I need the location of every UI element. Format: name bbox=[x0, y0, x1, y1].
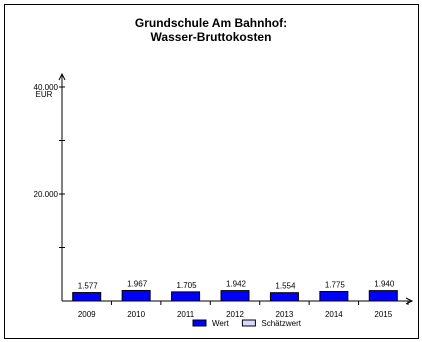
axes: 40.000 20.000 2009 2010 2011 2012 2013 2014 2015 bbox=[34, 72, 414, 319]
bar bbox=[171, 291, 201, 302]
bar-value-label: 1.967 bbox=[127, 279, 148, 288]
x-tick-label: 2010 bbox=[127, 310, 145, 319]
bar-value-label: 1.942 bbox=[226, 280, 247, 289]
bar bbox=[220, 290, 250, 302]
legend-swatch bbox=[192, 319, 207, 327]
y-axis-unit: EUR bbox=[36, 90, 53, 99]
chart-title: Grundschule Am Bahnhof: bbox=[135, 16, 287, 30]
legend-swatch bbox=[241, 319, 256, 327]
chart-subtitle: Wasser-Bruttokosten bbox=[151, 30, 272, 44]
x-tick-label: 2011 bbox=[177, 310, 195, 319]
chart-frame bbox=[4, 4, 419, 339]
x-tick-label: 2013 bbox=[276, 310, 294, 319]
bar bbox=[121, 289, 151, 302]
x-tick-label: 2015 bbox=[374, 310, 392, 319]
bars: 1.577 1.967 1.705 1.942 1.554 1.775 1.940 bbox=[72, 279, 398, 302]
legend-label: Wert bbox=[212, 319, 230, 328]
bar bbox=[368, 290, 398, 302]
x-tick-label: 2012 bbox=[226, 310, 244, 319]
bar-value-label: 1.554 bbox=[275, 282, 296, 291]
bar-value-label: 1.940 bbox=[374, 280, 395, 289]
bar bbox=[319, 291, 349, 302]
y-axis-arrow bbox=[58, 72, 66, 81]
x-tick-label: 2009 bbox=[78, 310, 96, 319]
bar-value-label: 1.577 bbox=[78, 282, 99, 291]
bar bbox=[269, 292, 299, 302]
x-tick-label: 2014 bbox=[325, 310, 343, 319]
bar-value-label: 1.775 bbox=[325, 281, 346, 290]
legend-label: Schätzwert bbox=[261, 319, 301, 328]
y-tick-label: 20.000 bbox=[34, 190, 59, 199]
legend: Wert Schätzwert bbox=[192, 319, 302, 328]
y-tick-label: 40.000 bbox=[34, 83, 59, 92]
bar-value-label: 1.705 bbox=[177, 281, 198, 290]
bar bbox=[72, 292, 102, 302]
